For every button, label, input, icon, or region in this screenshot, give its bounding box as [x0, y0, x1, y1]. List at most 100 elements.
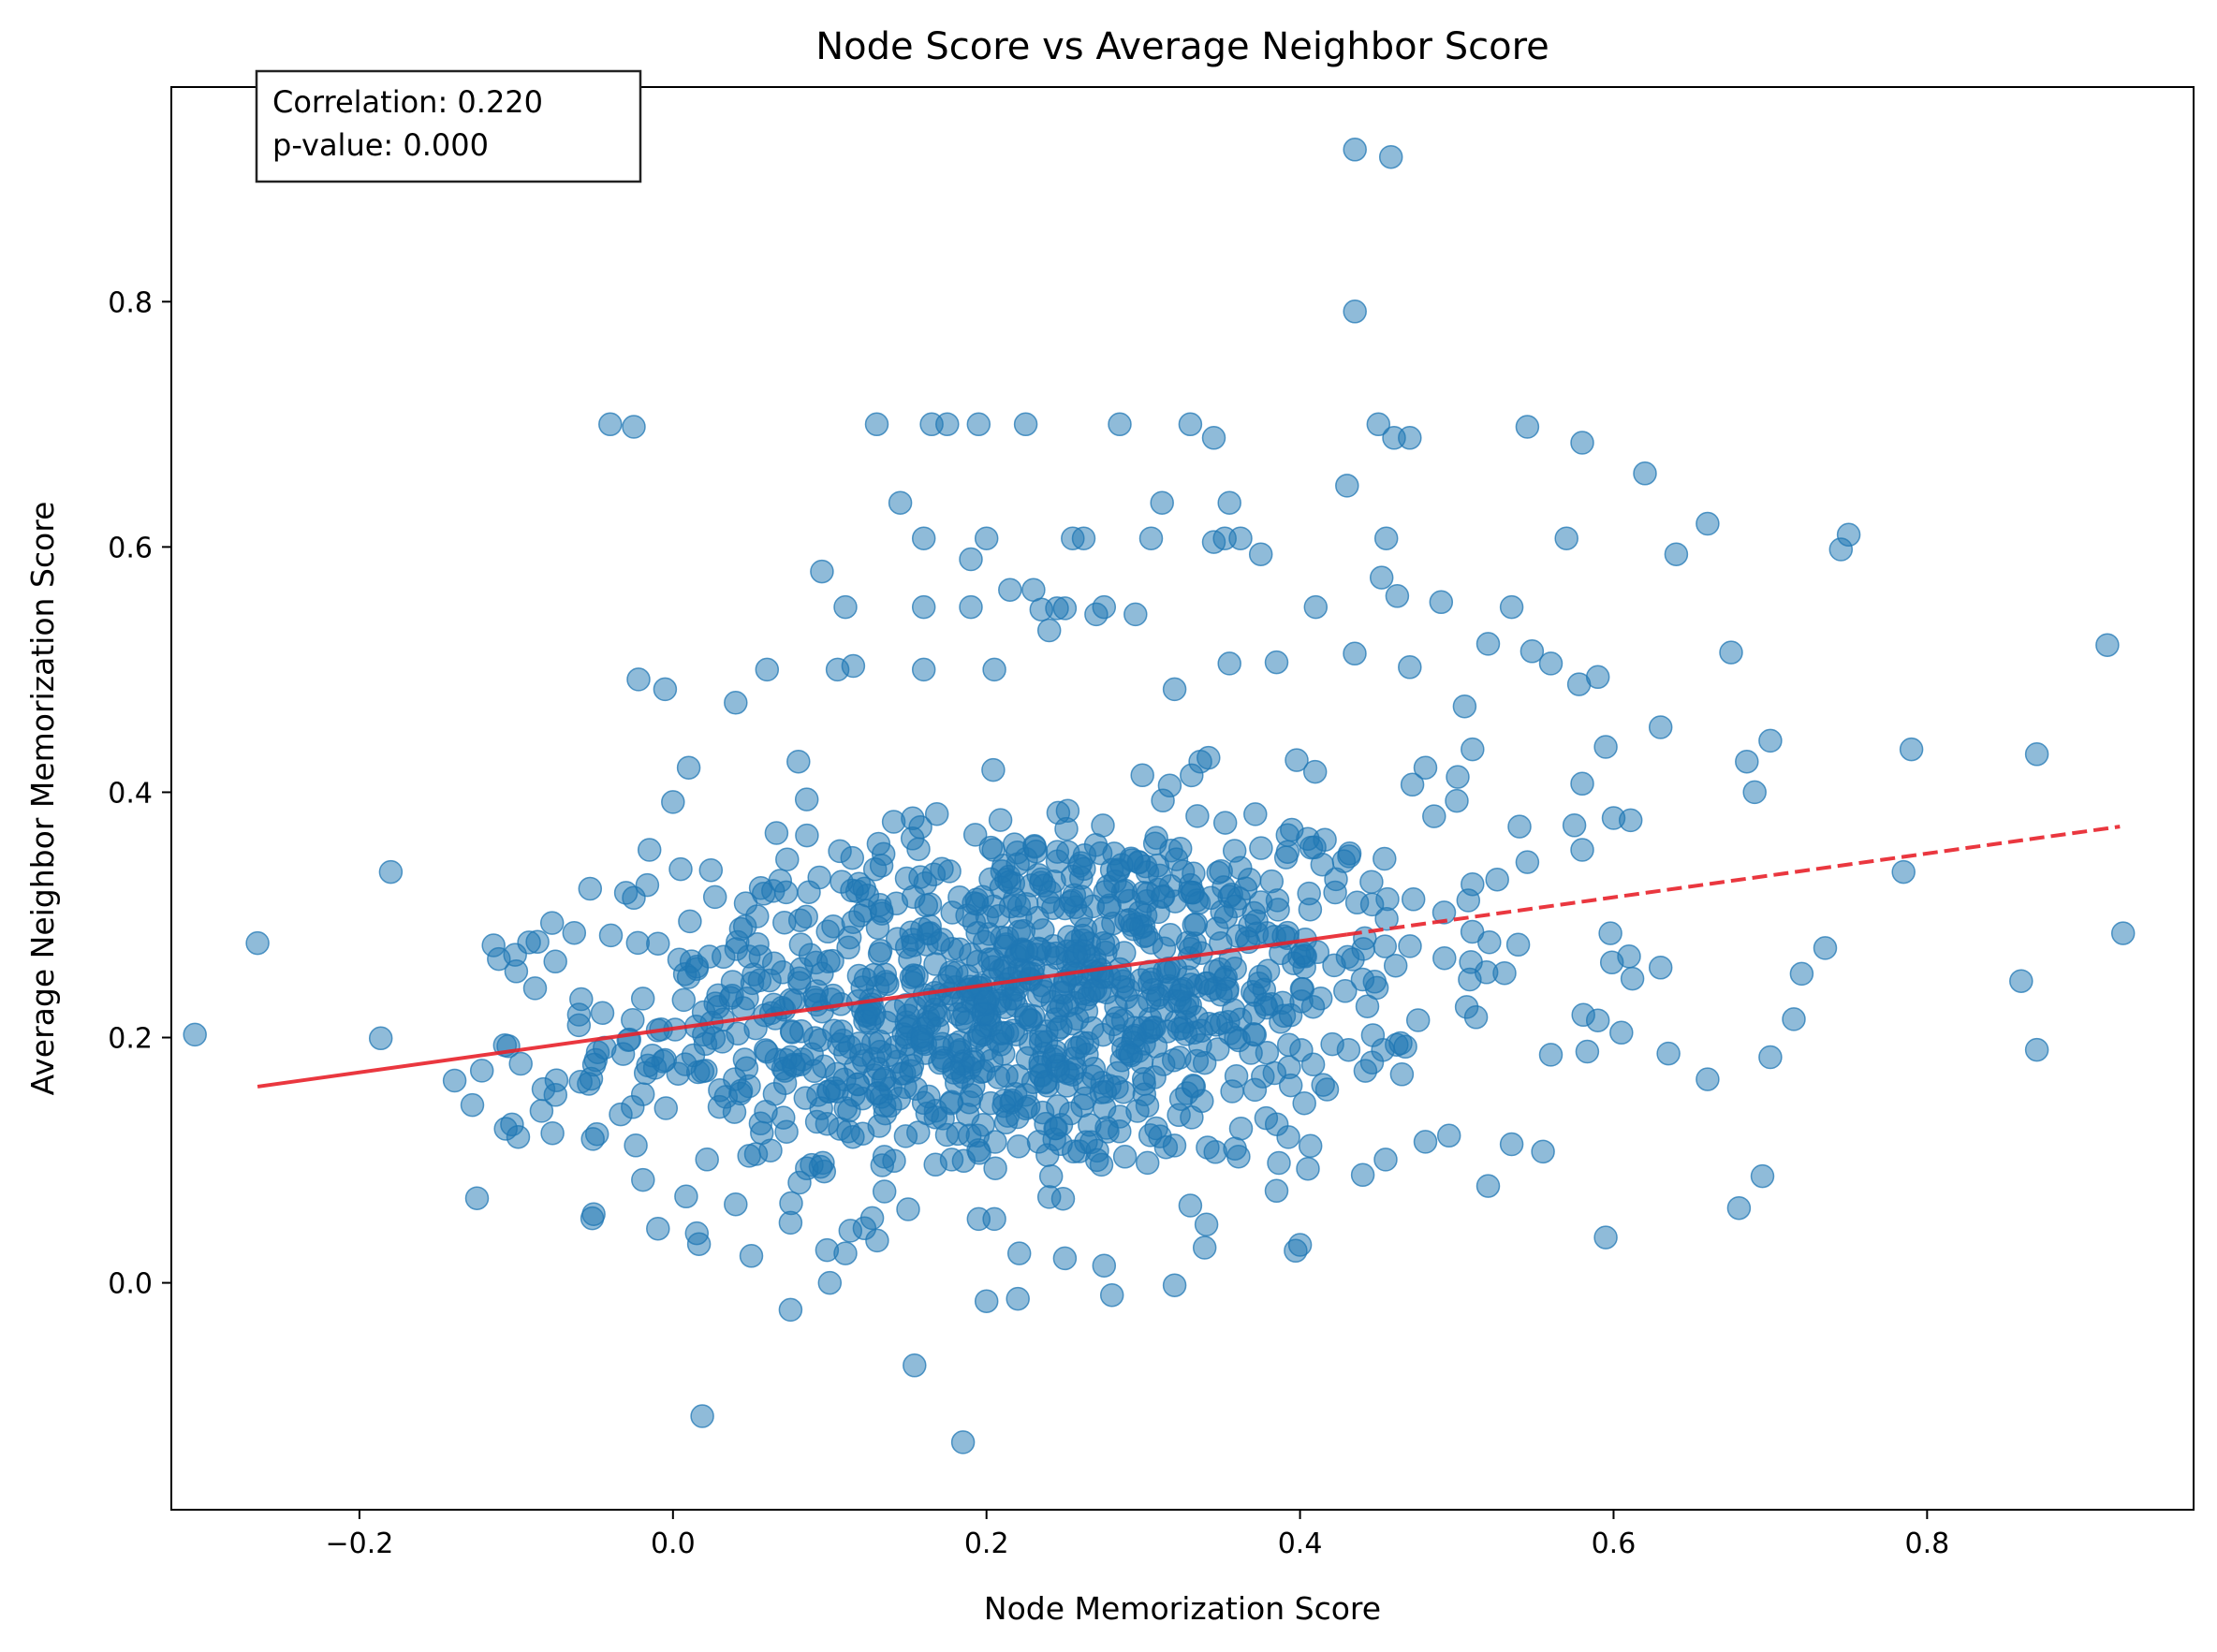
scatter-point	[1297, 881, 1321, 906]
scatter-point	[590, 1001, 615, 1026]
scatter-point	[1350, 1162, 1375, 1188]
scatter-point	[1192, 1235, 1217, 1260]
scatter-point	[775, 847, 800, 871]
scatter-point	[621, 1007, 645, 1032]
scatter-point	[1899, 737, 1924, 762]
scatter-point	[983, 1156, 1007, 1180]
scatter-point	[908, 814, 932, 840]
scatter-point	[1343, 138, 1367, 162]
scatter-point	[1099, 1282, 1124, 1308]
scatter-point	[911, 657, 936, 682]
scatter-point	[998, 577, 1022, 602]
y-axis-label: Average Neighbor Memorization Score	[24, 502, 61, 1096]
scatter-point	[622, 415, 646, 439]
scatter-point	[859, 1206, 885, 1231]
annotation-box	[255, 69, 642, 183]
scatter-point	[950, 1430, 976, 1455]
scatter-point	[1035, 1143, 1060, 1167]
scatter-point	[1164, 847, 1189, 871]
scatter-point	[910, 1024, 934, 1048]
scatter-point	[735, 986, 759, 1011]
scatter-point	[1422, 804, 1446, 828]
scatter-point	[959, 1083, 984, 1107]
scatter-point	[1143, 1034, 1168, 1059]
scatter-point	[872, 1179, 897, 1204]
scatter-point	[684, 954, 710, 979]
scatter-point	[1398, 426, 1422, 450]
scatter-point	[974, 526, 999, 550]
scatter-point	[626, 667, 651, 692]
scatter-point	[849, 1043, 874, 1067]
scatter-point	[1049, 1112, 1074, 1137]
scatter-point	[1648, 715, 1673, 739]
scatter-point	[840, 845, 865, 870]
scatter-point	[1373, 846, 1397, 871]
scatter-point	[893, 1124, 918, 1148]
scatter-point	[1046, 800, 1071, 826]
x-axis-label: Node Memorization Score	[984, 1590, 1381, 1627]
scatter-point	[1562, 813, 1587, 838]
scatter-point	[810, 559, 834, 584]
scatter-point	[959, 594, 983, 620]
scatter-point	[795, 823, 819, 848]
scatter-point	[1006, 1286, 1030, 1311]
scatter-point	[543, 949, 567, 974]
scatter-point	[1091, 916, 1116, 941]
scatter-point	[967, 1141, 991, 1165]
scatter-point	[1366, 412, 1391, 437]
scatter-point	[1072, 856, 1096, 882]
scatter-point	[1135, 1093, 1160, 1118]
scatter-point	[631, 1167, 655, 1192]
scatter-point	[1093, 880, 1118, 904]
scatter-point	[1262, 1060, 1287, 1086]
scatter-point	[793, 1086, 818, 1110]
scatter-point	[1436, 1123, 1461, 1148]
scatter-point	[755, 657, 780, 682]
scatter-point	[609, 1102, 633, 1127]
scatter-point	[981, 838, 1006, 862]
scatter-point	[1696, 511, 1720, 536]
scatter-point	[661, 790, 685, 814]
scatter-point	[1156, 956, 1182, 981]
scatter-point	[464, 1186, 490, 1210]
scatter-point	[817, 1270, 843, 1295]
scatter-point	[1389, 1062, 1415, 1087]
trend-line-solid	[257, 932, 1348, 1089]
scatter-point	[1398, 934, 1422, 958]
scatter-point	[833, 1241, 858, 1265]
scatter-point	[1029, 1024, 1053, 1048]
scatter-point	[1084, 1148, 1109, 1173]
scatter-point	[864, 412, 889, 437]
scatter-point	[1092, 1253, 1117, 1278]
y-tick-label: 0.6	[108, 532, 153, 564]
scatter-point	[1028, 1055, 1053, 1079]
scatter-point	[1158, 923, 1182, 947]
scatter-point	[1505, 932, 1531, 958]
scatter-point	[724, 691, 748, 715]
scatter-point	[1228, 1116, 1254, 1141]
scatter-point	[183, 1022, 207, 1047]
scatter-point	[578, 876, 603, 901]
scatter-point	[1323, 880, 1347, 905]
scatter-point	[745, 931, 770, 957]
scatter-point	[911, 526, 936, 550]
stats-annotation: Correlation: 0.220 p-value: 0.000	[255, 69, 642, 183]
scatter-point	[1308, 986, 1333, 1011]
scatter-point	[1185, 804, 1210, 828]
trend-line-dashed	[1346, 825, 2121, 937]
scatter-point	[1341, 947, 1365, 972]
scatter-point	[2024, 1037, 2049, 1062]
scatter-point	[1891, 859, 1916, 884]
scatter-point	[562, 920, 587, 945]
scatter-point	[540, 1120, 565, 1146]
scatter-point	[841, 1124, 865, 1149]
scatter-point	[1362, 970, 1387, 994]
scatter-point	[1452, 694, 1477, 719]
scatter-point	[1593, 735, 1618, 759]
scatter-point	[598, 412, 623, 437]
scatter-point	[1190, 1089, 1214, 1114]
scatter-point	[982, 657, 1006, 682]
scatter-point	[1109, 853, 1134, 877]
scatter-point	[1460, 919, 1485, 944]
scatter-point	[487, 946, 511, 972]
